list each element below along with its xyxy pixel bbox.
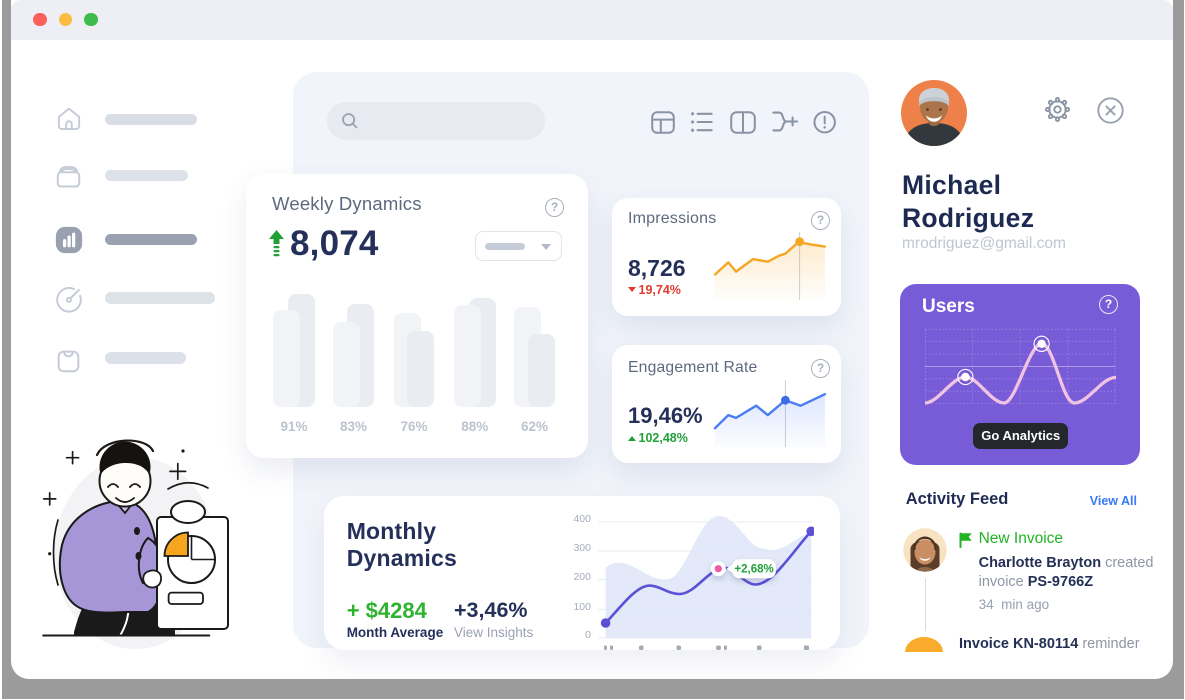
svg-text:+2,68%: +2,68% <box>734 564 773 576</box>
